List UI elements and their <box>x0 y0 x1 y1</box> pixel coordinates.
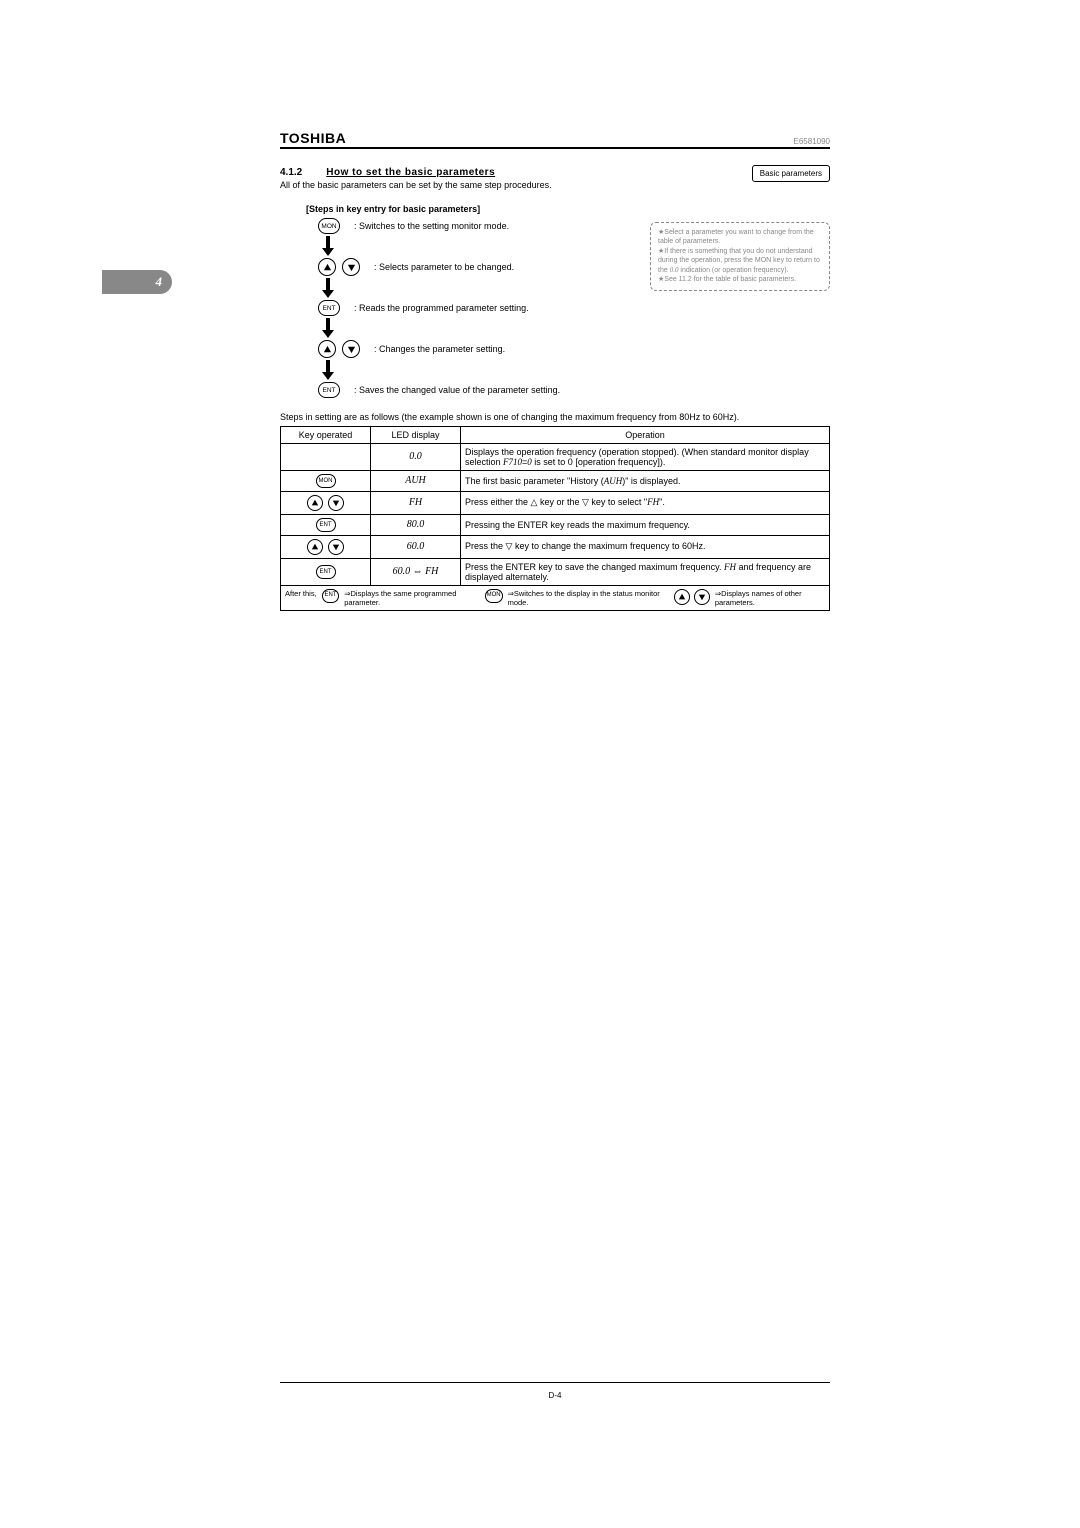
table-header-row: Key operated LED display Operation <box>281 426 830 443</box>
ent-key-icon: ENT <box>318 382 340 398</box>
flow-step-3: ENT : Reads the programmed parameter set… <box>318 300 830 316</box>
table-caption: Steps in setting are as follows (the exa… <box>280 412 830 424</box>
flow-step-3-text: : Reads the programmed parameter setting… <box>354 303 529 313</box>
section-number: 4.1.2 <box>280 167 302 178</box>
ent-key-icon: ENT <box>322 589 340 603</box>
flow-step-4: : Changes the parameter setting. <box>318 340 830 358</box>
led-value: 80.0 <box>407 519 425 530</box>
footer-seg-3: ⇒Displays names of other parameters. <box>673 589 825 608</box>
note-3: ★See 11.2 for the table of basic paramet… <box>658 275 822 284</box>
led-value: 0.0 <box>409 451 422 462</box>
up-key-icon <box>307 539 323 555</box>
section: Basic parameters 4.1.2 How to set the ba… <box>280 167 830 611</box>
footer-text-3: ⇒Displays names of other parameters. <box>715 589 825 608</box>
op-cell: Press the ENTER key to save the changed … <box>461 558 830 585</box>
footer-prefix: After this, <box>285 589 317 598</box>
footer-text-2: ⇒Switches to the display in the status m… <box>508 589 663 608</box>
ent-key-icon: ENT <box>316 565 336 579</box>
th-op: Operation <box>461 426 830 443</box>
down-key-icon <box>342 340 360 358</box>
footer-text-1: ⇒Displays the same programmed parameter. <box>344 589 473 608</box>
notes-box: ★Select a parameter you want to change f… <box>650 222 830 291</box>
op-cell: Press either the △ key or the ▽ key to s… <box>461 491 830 514</box>
footer-seg-1: After this, ENT ⇒Displays the same progr… <box>285 589 474 608</box>
led-value: AUH <box>405 475 426 486</box>
op-cell: Pressing the ENTER key reads the maximum… <box>461 514 830 535</box>
down-key-icon <box>342 258 360 276</box>
down-key-icon <box>694 589 710 605</box>
table-row: ENT 80.0 Pressing the ENTER key reads th… <box>281 514 830 535</box>
footer-seg-2: MON ⇒Switches to the display in the stat… <box>484 589 663 608</box>
down-key-icon <box>328 539 344 555</box>
down-arrow-icon <box>322 318 830 338</box>
led-value: FH <box>409 497 422 508</box>
mon-key-icon: MON <box>485 589 503 603</box>
flow-step-1-text: : Switches to the setting monitor mode. <box>354 221 509 231</box>
flow-step-2-text: : Selects parameter to be changed. <box>374 262 514 272</box>
flow-step-5: ENT : Saves the changed value of the par… <box>318 382 830 398</box>
down-key-icon <box>328 495 344 511</box>
table-row: 0.0 Displays the operation frequency (op… <box>281 443 830 470</box>
table-row: MON AUH The first basic parameter "Histo… <box>281 470 830 491</box>
mon-key-icon: MON <box>318 218 340 234</box>
table-footer-row: After this, ENT ⇒Displays the same progr… <box>281 585 830 611</box>
basic-params-chip: Basic parameters <box>752 165 830 182</box>
steps-heading: [Steps in key entry for basic parameters… <box>306 204 830 214</box>
page-content: TOSHIBA E6581090 Basic parameters 4.1.2 … <box>280 130 830 611</box>
table-row: ENT 60.0 ⇔ FH Press the ENTER key to sav… <box>281 558 830 585</box>
section-title: How to set the basic parameters <box>326 167 495 178</box>
flow-step-4-text: : Changes the parameter setting. <box>374 344 505 354</box>
down-arrow-icon <box>322 360 830 380</box>
brand-logo: TOSHIBA <box>280 130 346 146</box>
ent-key-icon: ENT <box>318 300 340 316</box>
op-cell: Displays the operation frequency (operat… <box>461 443 830 470</box>
th-key: Key operated <box>281 426 371 443</box>
brand-bar: TOSHIBA E6581090 <box>280 130 830 149</box>
flow-step-5-text: : Saves the changed value of the paramet… <box>354 385 560 395</box>
operation-table: Key operated LED display Operation 0.0 D… <box>280 426 830 612</box>
page-footer: D-4 <box>280 1382 830 1400</box>
section-heading: 4.1.2 How to set the basic parameters <box>280 167 830 178</box>
table-row: FH Press either the △ key or the ▽ key t… <box>281 491 830 514</box>
page-number: D-4 <box>549 1391 562 1400</box>
mon-key-icon: MON <box>316 474 336 488</box>
ent-key-icon: ENT <box>316 518 336 532</box>
up-key-icon <box>674 589 690 605</box>
note-2: ★If there is something that you do not u… <box>658 247 822 275</box>
table-row: 60.0 Press the ▽ key to change the maxim… <box>281 535 830 558</box>
side-page-tab: 4 <box>102 270 172 294</box>
op-cell: The first basic parameter "History (AUH)… <box>461 470 830 491</box>
th-led: LED display <box>371 426 461 443</box>
up-key-icon <box>318 258 336 276</box>
up-key-icon <box>307 495 323 511</box>
note-1: ★Select a parameter you want to change f… <box>658 228 822 247</box>
led-value: 60.0 <box>407 541 425 552</box>
op-cell: Press the ▽ key to change the maximum fr… <box>461 535 830 558</box>
section-subtitle: All of the basic parameters can be set b… <box>280 180 830 190</box>
led-value: 60.0 <box>393 566 411 577</box>
doc-number: E6581090 <box>794 137 830 146</box>
up-key-icon <box>318 340 336 358</box>
